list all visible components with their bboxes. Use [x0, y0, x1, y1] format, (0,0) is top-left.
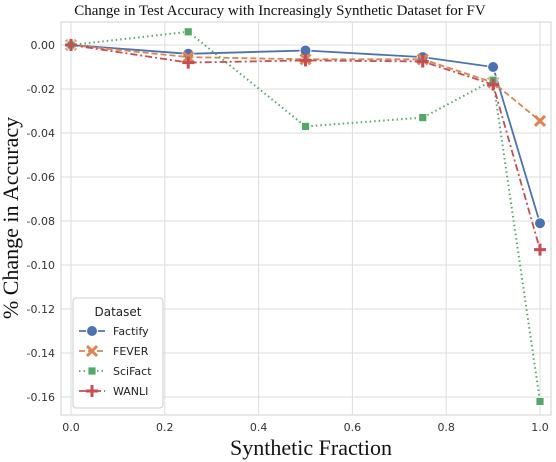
y-tick-label: -0.04 [27, 127, 55, 140]
data-point [65, 39, 77, 51]
legend-entry-factify: Factify [79, 325, 149, 338]
legend-marker [87, 366, 97, 376]
series-line [70, 44, 541, 224]
x-tick-label: 0.2 [156, 421, 174, 434]
data-point [182, 56, 195, 69]
legend-marker [85, 344, 99, 358]
data-point [535, 396, 545, 406]
legend-marker [86, 325, 98, 337]
tick-labels: 0.0 0.2 0.4 0.6 0.8 1.0 0.00 -0.02 -0.04 -0.06 -0.… [27, 39, 549, 434]
chart-title: Change in Test Accuracy with Increasingl… [74, 3, 486, 19]
y-tick-label: -0.06 [27, 171, 55, 184]
series-layer [64, 27, 547, 406]
legend-label: SciFact [113, 365, 152, 378]
data-point [487, 78, 500, 91]
legend-label: FEVER [113, 345, 149, 358]
x-tick-label: 1.0 [531, 421, 549, 434]
y-tick-label: -0.02 [27, 83, 55, 96]
data-point [487, 61, 500, 73]
legend-label: Factify [113, 325, 149, 338]
x-axis-label: Synthetic Fraction [230, 435, 392, 460]
x-tick-label: 0.8 [437, 421, 455, 434]
legend-entry-wanli: WANLI [79, 385, 148, 398]
data-point [183, 27, 193, 37]
data-point [533, 114, 547, 127]
x-tick-label: 0.0 [62, 421, 80, 434]
y-tick-label: -0.10 [27, 259, 55, 272]
series-line [70, 44, 541, 122]
data-point [534, 243, 546, 256]
x-tick-label: 0.4 [250, 421, 268, 434]
legend-entries: Factify FEVER SciFact WANLI [79, 325, 152, 398]
series-wanli [65, 39, 546, 256]
data-point [534, 217, 546, 230]
data-point [299, 54, 312, 67]
data-point [416, 55, 429, 68]
series-line [70, 44, 541, 250]
x-tick-label: 0.6 [344, 421, 362, 434]
legend-marker [86, 385, 98, 397]
legend-label: WANLI [113, 385, 148, 398]
legend-box [72, 297, 164, 409]
y-tick-label: -0.08 [27, 215, 55, 228]
data-point [418, 113, 428, 122]
y-axis-label: % Change in Accuracy [0, 117, 23, 319]
y-tick-label: -0.14 [27, 347, 55, 360]
legend-entry-fever: FEVER [79, 344, 149, 358]
y-tick-label: 0.00 [31, 39, 56, 52]
legend: Dataset Factify FEVER SciFact WANLI [72, 297, 164, 409]
legend-entry-scifact: SciFact [79, 365, 152, 378]
y-tick-label: -0.16 [27, 391, 55, 404]
data-point [301, 122, 310, 131]
legend-title: Dataset [95, 305, 142, 319]
y-tick-label: -0.12 [27, 303, 55, 316]
